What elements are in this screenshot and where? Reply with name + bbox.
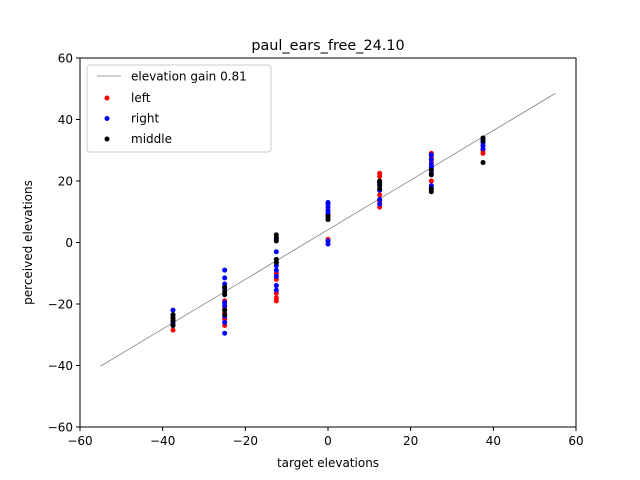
y-axis-label: perceived elevations (21, 180, 35, 305)
y-tick-label: −40 (48, 359, 73, 373)
data-point-right (428, 152, 434, 158)
data-point-right (273, 267, 279, 273)
data-point-left (273, 295, 279, 301)
x-tick-label: 20 (403, 434, 418, 448)
x-axis: −60 −40 −20 0 20 40 60 (67, 427, 584, 448)
y-axis: −60 −40 −20 0 20 40 60 (48, 52, 80, 435)
data-point-left (377, 192, 383, 198)
data-point-left (377, 170, 383, 176)
data-point-middle (222, 289, 228, 295)
chart-title: paul_ears_free_24.10 (251, 38, 404, 54)
data-point-middle (170, 312, 176, 318)
legend-marker-middle (104, 136, 110, 142)
data-point-right (428, 156, 434, 162)
legend-marker-left (104, 95, 110, 101)
y-tick-label: −20 (48, 298, 73, 312)
x-tick-label: −40 (150, 434, 175, 448)
data-point-middle (222, 312, 228, 318)
legend: elevation gain 0.81 left right middle (86, 64, 272, 153)
data-point-middle (480, 160, 486, 166)
x-axis-label: target elevations (277, 456, 379, 470)
data-point-middle (273, 232, 279, 238)
legend-marker-right (104, 116, 110, 121)
x-tick-label: −60 (67, 434, 92, 448)
data-point-right (222, 319, 228, 325)
data-point-right (325, 238, 331, 244)
data-point-middle (428, 172, 434, 178)
data-point-middle (170, 323, 176, 329)
y-tick-label: −60 (48, 421, 73, 435)
data-point-middle (273, 256, 279, 262)
x-tick-label: −20 (233, 434, 258, 448)
y-tick-label: 60 (58, 52, 73, 66)
data-point-right (222, 267, 228, 273)
data-point-right (222, 299, 228, 305)
data-point-middle (428, 186, 434, 192)
data-point-right (273, 249, 279, 255)
data-point-right (222, 275, 228, 281)
data-point-left (428, 178, 434, 184)
data-point-right (428, 161, 434, 167)
series-middle (170, 135, 486, 329)
y-tick-label: 0 (65, 236, 73, 250)
data-point-middle (325, 213, 331, 219)
data-point-middle (480, 135, 486, 141)
data-point-right (170, 307, 176, 313)
x-tick-label: 60 (568, 434, 583, 448)
x-tick-label: 0 (324, 434, 332, 448)
data-point-left (170, 327, 176, 333)
y-tick-label: 40 (58, 113, 73, 127)
data-point-middle (222, 307, 228, 313)
legend-box (86, 64, 272, 153)
data-point-middle (222, 284, 228, 290)
data-point-right (377, 196, 383, 202)
data-point-right (273, 283, 279, 289)
plot-area (100, 93, 556, 367)
data-point-middle (428, 167, 434, 173)
data-point-right (222, 330, 228, 336)
x-tick-label: 40 (486, 434, 501, 448)
data-point-right (377, 201, 383, 207)
data-point-middle (377, 178, 383, 184)
data-point-right (273, 273, 279, 279)
data-point-right (325, 200, 331, 206)
legend-label-left: left (131, 91, 151, 105)
data-point-right (273, 287, 279, 293)
legend-label-fit: elevation gain 0.81 (131, 70, 247, 84)
fit-line (100, 93, 556, 367)
legend-label-middle: middle (131, 132, 172, 146)
y-tick-label: 20 (58, 175, 73, 189)
legend-label-right: right (131, 112, 159, 126)
